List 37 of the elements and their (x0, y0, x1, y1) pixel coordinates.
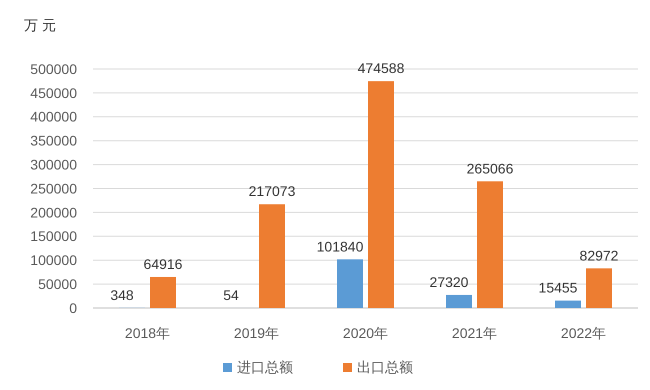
data-label: 64916 (144, 256, 183, 272)
y-tick-label: 250000 (30, 180, 78, 196)
data-label: 101840 (316, 238, 364, 254)
data-label: 27320 (430, 274, 469, 290)
x-tick-label: 2019年 (234, 325, 280, 341)
y-tick-label: 100000 (30, 252, 78, 268)
bar (586, 268, 612, 308)
bar (150, 276, 176, 308)
y-tick-label: 50000 (38, 276, 78, 292)
data-label: 15455 (538, 280, 578, 296)
legend-label: 出口总额 (357, 359, 413, 375)
bar (477, 181, 503, 308)
y-tick-label: 500000 (30, 60, 78, 77)
legend-label: 进口总额 (237, 359, 293, 375)
y-axis-title: 万 元 (24, 17, 56, 33)
x-tick-label: 2021年 (452, 325, 498, 341)
y-tick-label: 0 (69, 300, 78, 316)
bar (368, 81, 394, 308)
data-label: 217073 (248, 183, 296, 200)
data-label: 348 (110, 286, 134, 303)
y-tick-label: 300000 (30, 156, 78, 172)
y-tick-label: 350000 (30, 132, 78, 149)
y-tick-label: 450000 (30, 84, 78, 101)
data-label: 474588 (358, 60, 405, 76)
y-tick-label: 150000 (30, 228, 78, 244)
y-tick-label: 200000 (30, 204, 78, 220)
x-tick-label: 2020年 (342, 325, 388, 341)
bar (446, 294, 472, 308)
data-label: 82972 (580, 247, 619, 264)
y-tick-label: 400000 (30, 108, 78, 125)
x-tick-label: 2022年 (560, 325, 606, 341)
data-label: 265066 (466, 160, 514, 176)
data-label: 54 (223, 286, 239, 303)
bar (337, 259, 363, 308)
bar (555, 300, 581, 308)
x-tick-label: 2018年 (124, 325, 170, 341)
bar (259, 204, 285, 308)
